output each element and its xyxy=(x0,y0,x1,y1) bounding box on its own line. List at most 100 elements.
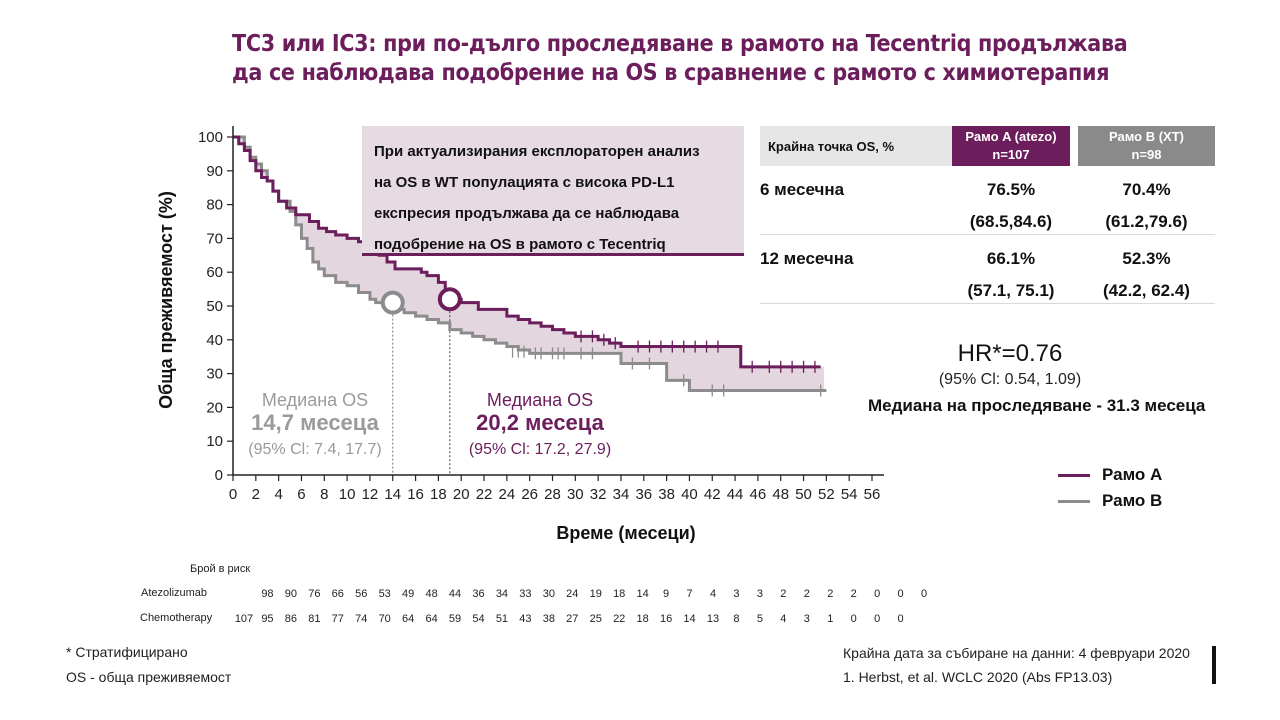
os-table-header: Крайна точка OS, % Рамо A (atezo) n=107 … xyxy=(760,126,1215,166)
x-tick-label: 32 xyxy=(590,486,607,503)
risk-cell-atezo: 76 xyxy=(308,588,320,600)
median-ci-arm-b: (95% Cl: 7.4, 17.7) xyxy=(248,441,381,458)
callout-box: При актуализирания експлораторен анализ … xyxy=(362,126,744,256)
title-line-1: TC3 или IC3: при по-дълго проследяване в… xyxy=(232,31,1128,57)
risk-cell-atezo: 48 xyxy=(425,588,437,600)
risk-cell-atezo: 66 xyxy=(332,588,344,600)
risk-label-atezo: Atezolizumab xyxy=(141,587,208,599)
x-tick-label: 6 xyxy=(297,486,305,503)
curve-gap-fill xyxy=(233,137,825,391)
y-tick-label: 80 xyxy=(206,197,223,214)
legend-swatch-arm-a xyxy=(1058,473,1090,477)
header-arm-a-name: Рамо A (atezo) xyxy=(965,129,1057,144)
risk-cell-chemo: 74 xyxy=(355,613,367,625)
callout-line-4: подобрение на OS в рамото с Tecentriq xyxy=(374,236,666,253)
risk-cell-chemo: 51 xyxy=(496,613,508,625)
x-tick-label: 40 xyxy=(681,486,698,503)
y-tick-label: 40 xyxy=(206,332,223,349)
risk-cell-chemo: 38 xyxy=(543,613,555,625)
x-tick-label: 48 xyxy=(772,486,789,503)
data-cutoff: Крайна дата за събиране на данни: 4 февр… xyxy=(843,645,1190,661)
arm-b-value: 52.3% xyxy=(1122,249,1171,268)
y-tick-label: 50 xyxy=(206,298,223,315)
risk-cell-chemo: 16 xyxy=(660,613,672,625)
risk-cell-atezo: 49 xyxy=(402,588,414,600)
risk-cell-atezo: 34 xyxy=(496,588,508,600)
risk-cell-chemo: 3 xyxy=(804,613,810,625)
median-value-arm-b: 14,7 месеца xyxy=(251,410,379,435)
risk-cell-chemo: 54 xyxy=(472,613,484,625)
risk-cell-chemo: 64 xyxy=(402,613,414,625)
x-tick-label: 18 xyxy=(430,486,447,503)
x-tick-label: 28 xyxy=(544,486,561,503)
risk-cell-chemo: 0 xyxy=(851,613,857,625)
legend-item-arm-a: Рамо A xyxy=(1058,462,1162,488)
x-tick-label: 22 xyxy=(476,486,493,503)
risk-cell-atezo: 9 xyxy=(663,588,669,600)
risk-cell-chemo: 77 xyxy=(332,613,344,625)
risk-cell-atezo: 2 xyxy=(851,588,857,600)
y-tick-label: 60 xyxy=(206,264,223,281)
risk-cell-atezo: 3 xyxy=(733,588,739,600)
footnote-os-definition: OS - обща преживяемост xyxy=(66,669,232,685)
x-tick-label: 8 xyxy=(320,486,328,503)
risk-cell-atezo: 30 xyxy=(543,588,555,600)
risk-cell-chemo: 1 xyxy=(827,613,833,625)
risk-cell-chemo: 64 xyxy=(425,613,437,625)
chart-legend: Рамо A Рамо B xyxy=(1058,462,1162,514)
x-tick-label: 30 xyxy=(567,486,584,503)
arm-a-ci: (68.5,84.6) xyxy=(969,212,1053,231)
y-tick-label: 10 xyxy=(206,433,223,450)
risk-cell-atezo: 3 xyxy=(757,588,763,600)
x-axis-title: Време (месеци) xyxy=(556,523,695,543)
x-tick-label: 34 xyxy=(613,486,630,503)
risk-cell-atezo: 0 xyxy=(898,588,904,600)
arm-b-ci: (61.2,79.6) xyxy=(1105,212,1188,231)
hazard-ratio-ci: (95% Cl: 0.54, 1.09) xyxy=(938,371,1082,388)
y-tick-label: 0 xyxy=(215,467,223,484)
series-line-arm-a xyxy=(233,135,821,369)
risk-cell-atezo: 44 xyxy=(449,588,461,600)
median-value-arm-a: 20,2 месеца xyxy=(476,410,604,435)
callout-line-2: на OS в WT популацията с висока PD-L1 xyxy=(374,174,675,191)
risk-cell-chemo: 107 xyxy=(235,613,253,625)
reference: 1. Herbst, et al. WCLC 2020 (Abs FP13.03… xyxy=(843,669,1113,685)
risk-cell-atezo: 18 xyxy=(613,588,625,600)
x-tick-label: 26 xyxy=(521,486,538,503)
x-tick-label: 24 xyxy=(499,486,516,503)
x-tick-label: 54 xyxy=(841,486,858,503)
risk-cell-chemo: 8 xyxy=(733,613,739,625)
risk-cell-chemo: 27 xyxy=(566,613,578,625)
callout-line-1: При актуализирания експлораторен анализ xyxy=(374,143,700,160)
median-ci-arm-a: (95% Cl: 17.2, 27.9) xyxy=(469,441,611,458)
row-label: 12 месечна xyxy=(760,249,854,268)
risk-cell-atezo: 56 xyxy=(355,588,367,600)
risk-cell-atezo: 24 xyxy=(566,588,578,600)
legend-item-arm-b: Рамо B xyxy=(1058,488,1162,514)
y-tick-label: 70 xyxy=(206,230,223,247)
risk-cell-atezo: 0 xyxy=(921,588,927,600)
risk-cell-atezo: 2 xyxy=(827,588,833,600)
x-tick-label: 52 xyxy=(818,486,835,503)
x-tick-label: 38 xyxy=(658,486,675,503)
risk-cell-chemo: 0 xyxy=(874,613,880,625)
risk-cell-chemo: 25 xyxy=(590,613,602,625)
x-tick-label: 16 xyxy=(407,486,424,503)
x-tick-label: 4 xyxy=(274,486,282,503)
risk-cell-chemo: 18 xyxy=(637,613,649,625)
arm-b-ci: (42.2, 62.4) xyxy=(1103,281,1190,300)
header-endpoint: Крайна точка OS, % xyxy=(760,126,952,166)
risk-cell-atezo: 0 xyxy=(874,588,880,600)
risk-cell-atezo: 19 xyxy=(590,588,602,600)
risk-cell-chemo: 22 xyxy=(613,613,625,625)
y-tick-label: 90 xyxy=(206,163,223,180)
risk-label-chemo: Chemotherapy xyxy=(140,612,213,624)
header-arm-a: Рамо A (atezo) n=107 xyxy=(952,126,1070,166)
risk-cell-atezo: 2 xyxy=(804,588,810,600)
x-tick-label: 42 xyxy=(704,486,721,503)
hazard-ratio: HR*=0.76 xyxy=(957,340,1063,367)
risk-cell-chemo: 5 xyxy=(757,613,763,625)
callout-line-3: експресия продължава да се наблюдава xyxy=(374,205,680,222)
arm-b-value: 70.4% xyxy=(1122,180,1171,199)
